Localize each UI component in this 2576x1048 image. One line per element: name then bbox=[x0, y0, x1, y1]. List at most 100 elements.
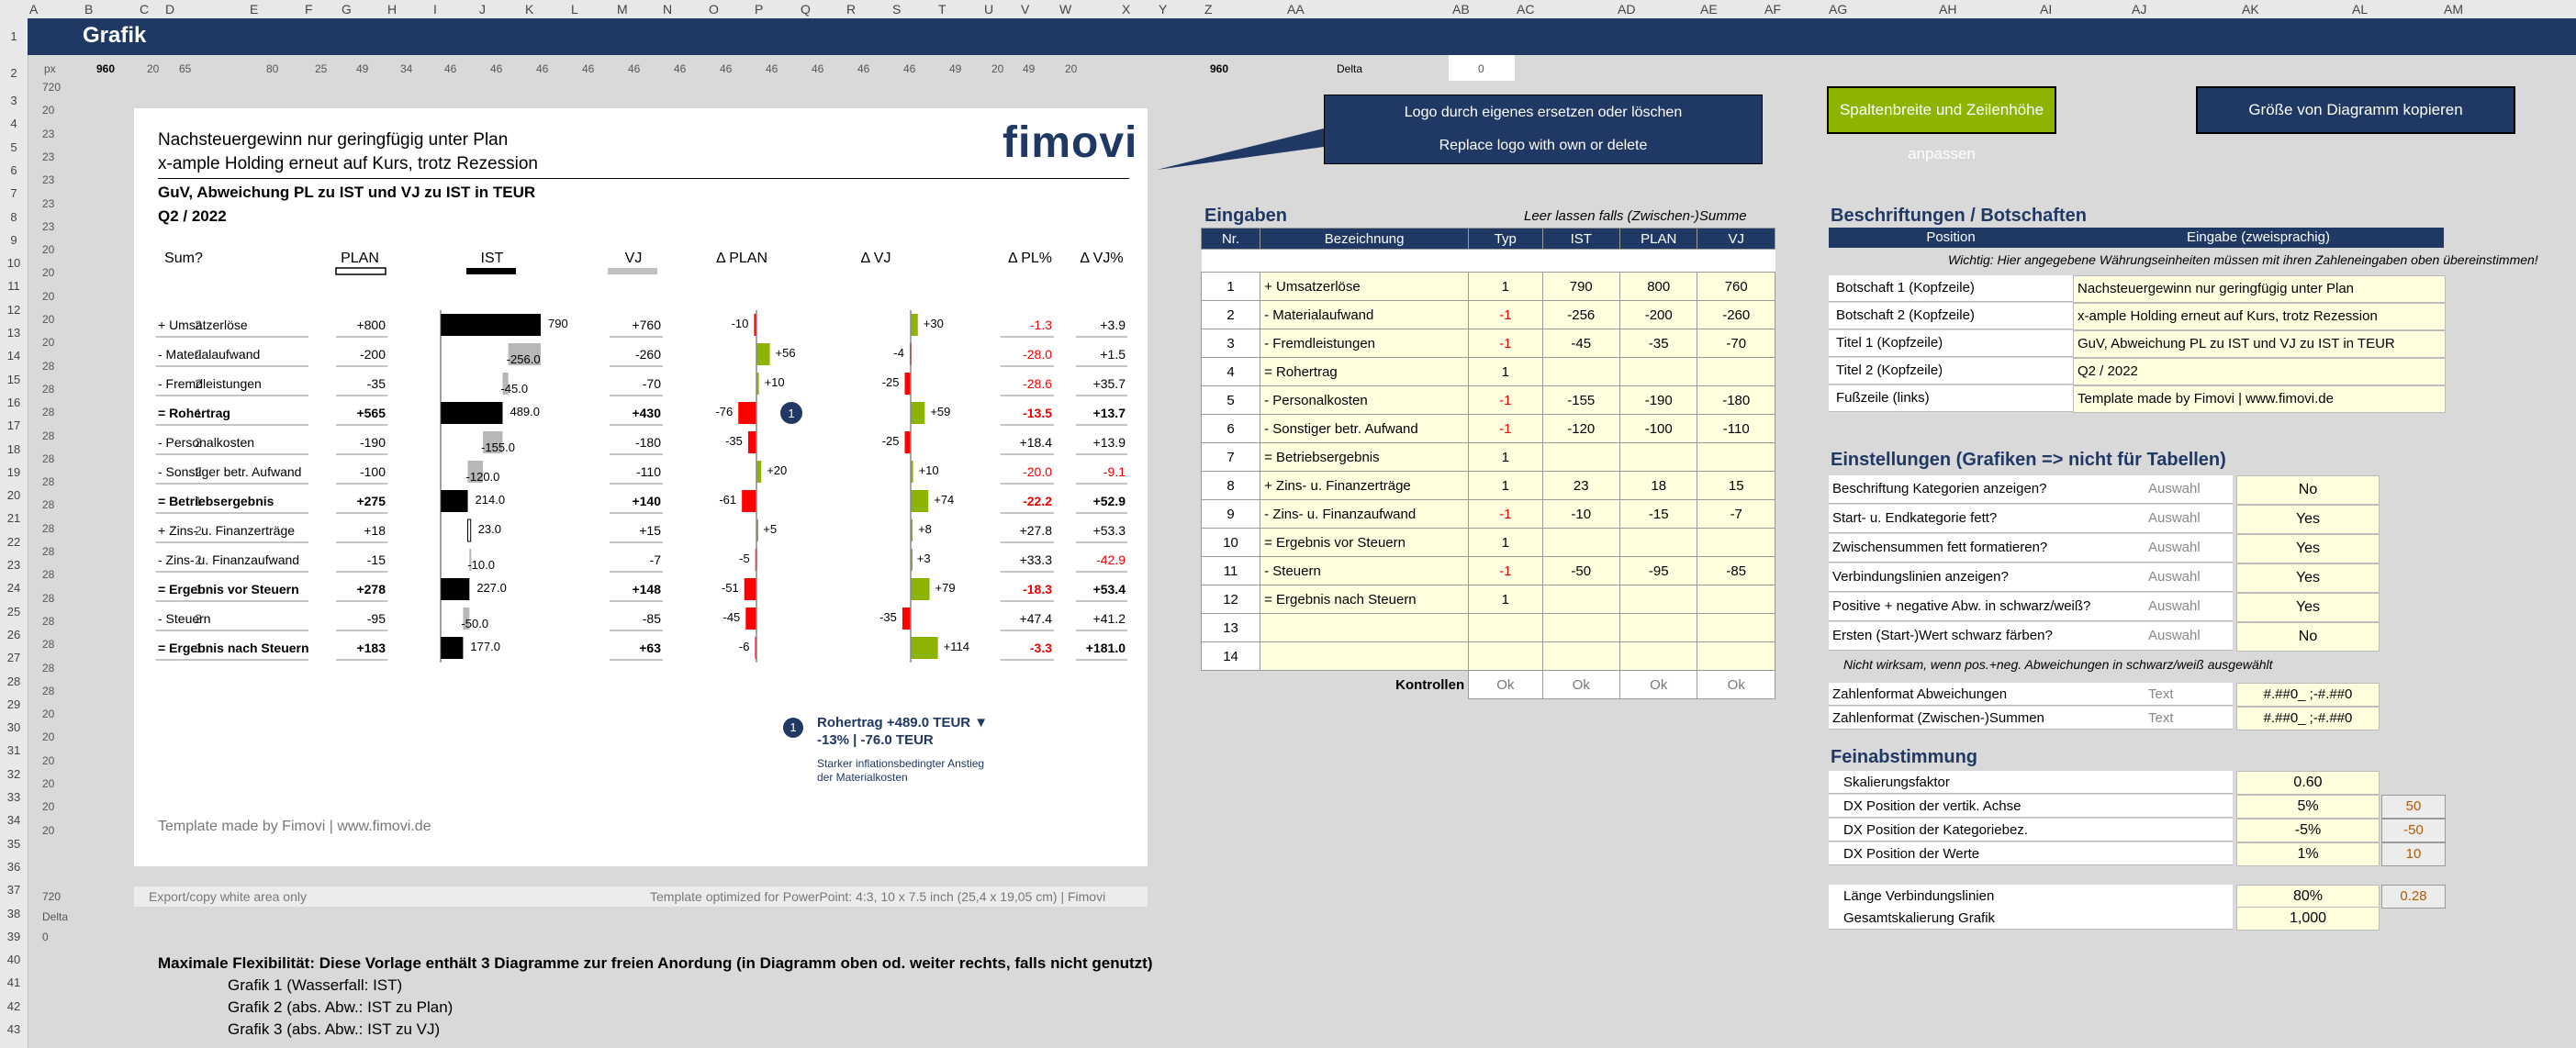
row-header-32[interactable]: 32 bbox=[6, 766, 21, 781]
input-cell[interactable]: -100 bbox=[1618, 414, 1698, 443]
column-header-af[interactable]: AF bbox=[1764, 2, 1781, 17]
input-cell[interactable]: 1 bbox=[1468, 528, 1543, 557]
column-header-c[interactable]: C bbox=[140, 2, 150, 17]
setting-value[interactable]: Yes bbox=[2236, 534, 2380, 563]
column-header-t[interactable]: T bbox=[938, 2, 946, 17]
row-header-30[interactable]: 30 bbox=[6, 720, 21, 735]
format-value[interactable]: #.##0_ ;-#.##0 bbox=[2236, 683, 2380, 707]
setting-value[interactable]: No bbox=[2236, 475, 2380, 505]
input-cell[interactable]: 23 bbox=[1541, 471, 1621, 500]
row-header-27[interactable]: 27 bbox=[6, 651, 21, 665]
input-cell[interactable]: -120 bbox=[1541, 414, 1621, 443]
input-cell[interactable] bbox=[1697, 357, 1775, 386]
row-header-39[interactable]: 39 bbox=[6, 929, 21, 943]
input-cell[interactable]: - Sonstiger betr. Aufwand bbox=[1260, 414, 1470, 443]
row-header-40[interactable]: 40 bbox=[6, 953, 21, 967]
input-cell[interactable]: 760 bbox=[1697, 272, 1775, 301]
column-header-e[interactable]: E bbox=[250, 2, 259, 17]
row-header-33[interactable]: 33 bbox=[6, 790, 21, 804]
row-header-4[interactable]: 4 bbox=[10, 117, 17, 131]
row-header-21[interactable]: 21 bbox=[6, 511, 21, 526]
input-cell[interactable]: + Umsatzerlöse bbox=[1260, 272, 1470, 301]
input-cell[interactable] bbox=[1697, 613, 1775, 642]
input-cell[interactable] bbox=[1618, 442, 1698, 472]
row-header-3[interactable]: 3 bbox=[10, 94, 17, 107]
input-cell[interactable]: 1 bbox=[1468, 442, 1543, 472]
row-header-11[interactable]: 11 bbox=[7, 279, 20, 294]
input-cell[interactable]: -1 bbox=[1468, 499, 1543, 529]
row-header-38[interactable]: 38 bbox=[6, 906, 21, 920]
column-header-f[interactable]: F bbox=[305, 2, 313, 17]
input-cell[interactable]: 1 bbox=[1468, 585, 1543, 614]
row-header-25[interactable]: 25 bbox=[6, 604, 21, 619]
input-cell[interactable] bbox=[1697, 528, 1775, 557]
row-header-5[interactable]: 5 bbox=[10, 139, 17, 154]
input-cell[interactable]: -200 bbox=[1618, 300, 1698, 329]
input-cell[interactable]: -15 bbox=[1618, 499, 1698, 529]
input-cell[interactable] bbox=[1468, 641, 1543, 671]
input-cell[interactable]: = Rohertrag bbox=[1260, 357, 1470, 386]
input-cell[interactable]: - Fremdleistungen bbox=[1260, 329, 1470, 358]
column-header-ab[interactable]: AB bbox=[1452, 2, 1470, 17]
input-cell[interactable]: -95 bbox=[1618, 556, 1698, 585]
adjust-size-button[interactable]: Spaltenbreite und Zeilenhöhe anpassen bbox=[1827, 86, 2056, 162]
row-header-16[interactable]: 16 bbox=[6, 395, 21, 409]
input-cell[interactable]: -1 bbox=[1468, 300, 1543, 329]
input-cell[interactable] bbox=[1541, 442, 1621, 472]
tuning-value[interactable]: 80% bbox=[2236, 885, 2380, 909]
input-cell[interactable] bbox=[1697, 442, 1775, 472]
label-input[interactable]: Q2 / 2022 bbox=[2073, 358, 2446, 385]
input-cell[interactable]: -45 bbox=[1541, 329, 1621, 358]
column-header-p[interactable]: P bbox=[755, 2, 764, 17]
row-header-29[interactable]: 29 bbox=[6, 697, 21, 711]
input-cell[interactable] bbox=[1697, 585, 1775, 614]
input-cell[interactable]: = Ergebnis nach Steuern bbox=[1260, 585, 1470, 614]
row-header-2[interactable]: 2 bbox=[10, 66, 17, 80]
input-cell[interactable]: -180 bbox=[1697, 385, 1775, 415]
row-header-22[interactable]: 22 bbox=[6, 534, 21, 549]
column-header-a[interactable]: A bbox=[29, 2, 39, 17]
input-cell[interactable]: -70 bbox=[1697, 329, 1775, 358]
row-header-43[interactable]: 43 bbox=[6, 1022, 21, 1036]
setting-value[interactable]: No bbox=[2236, 622, 2380, 652]
input-cell[interactable] bbox=[1697, 641, 1775, 671]
input-cell[interactable] bbox=[1541, 585, 1621, 614]
tuning-value[interactable]: 0.60 bbox=[2236, 771, 2380, 795]
setting-value[interactable]: Yes bbox=[2236, 563, 2380, 593]
row-header-24[interactable]: 24 bbox=[6, 581, 21, 596]
column-header-n[interactable]: N bbox=[663, 2, 673, 17]
input-cell[interactable] bbox=[1260, 641, 1470, 671]
row-header-7[interactable]: 7 bbox=[10, 186, 17, 201]
column-header-y[interactable]: Y bbox=[1159, 2, 1168, 17]
copy-chart-size-button[interactable]: Größe von Diagramm kopieren bbox=[2196, 86, 2515, 134]
row-header-36[interactable]: 36 bbox=[6, 859, 21, 874]
input-cell[interactable]: -7 bbox=[1697, 499, 1775, 529]
column-header-q[interactable]: Q bbox=[801, 2, 811, 17]
row-header-31[interactable]: 31 bbox=[6, 743, 21, 758]
input-cell[interactable]: -35 bbox=[1618, 329, 1698, 358]
row-header-17[interactable]: 17 bbox=[6, 418, 21, 433]
column-header-h[interactable]: H bbox=[387, 2, 398, 17]
column-header-o[interactable]: O bbox=[709, 2, 719, 17]
input-cell[interactable]: -1 bbox=[1468, 414, 1543, 443]
input-cell[interactable]: 1 bbox=[1468, 272, 1543, 301]
format-value[interactable]: #.##0_ ;-#.##0 bbox=[2236, 707, 2380, 730]
input-cell[interactable]: -1 bbox=[1468, 385, 1543, 415]
input-cell[interactable]: -110 bbox=[1697, 414, 1775, 443]
column-header-m[interactable]: M bbox=[617, 2, 628, 17]
row-header-34[interactable]: 34 bbox=[6, 813, 21, 828]
column-header-aj[interactable]: AJ bbox=[2132, 2, 2147, 17]
column-header-l[interactable]: L bbox=[571, 2, 578, 17]
input-cell[interactable] bbox=[1618, 585, 1698, 614]
input-cell[interactable]: -1 bbox=[1468, 556, 1543, 585]
row-header-20[interactable]: 20 bbox=[6, 488, 21, 503]
column-header-ad[interactable]: AD bbox=[1618, 2, 1636, 17]
column-header-al[interactable]: AL bbox=[2352, 2, 2369, 17]
input-cell[interactable]: -85 bbox=[1697, 556, 1775, 585]
input-cell[interactable] bbox=[1618, 357, 1698, 386]
column-header-ah[interactable]: AH bbox=[1939, 2, 1957, 17]
tuning-value[interactable]: -5% bbox=[2236, 819, 2380, 842]
column-header-u[interactable]: U bbox=[984, 2, 994, 17]
column-header-aa[interactable]: AA bbox=[1287, 2, 1305, 17]
logo-callout[interactable]: Logo durch eigenes ersetzen oder löschen… bbox=[1324, 95, 1763, 164]
